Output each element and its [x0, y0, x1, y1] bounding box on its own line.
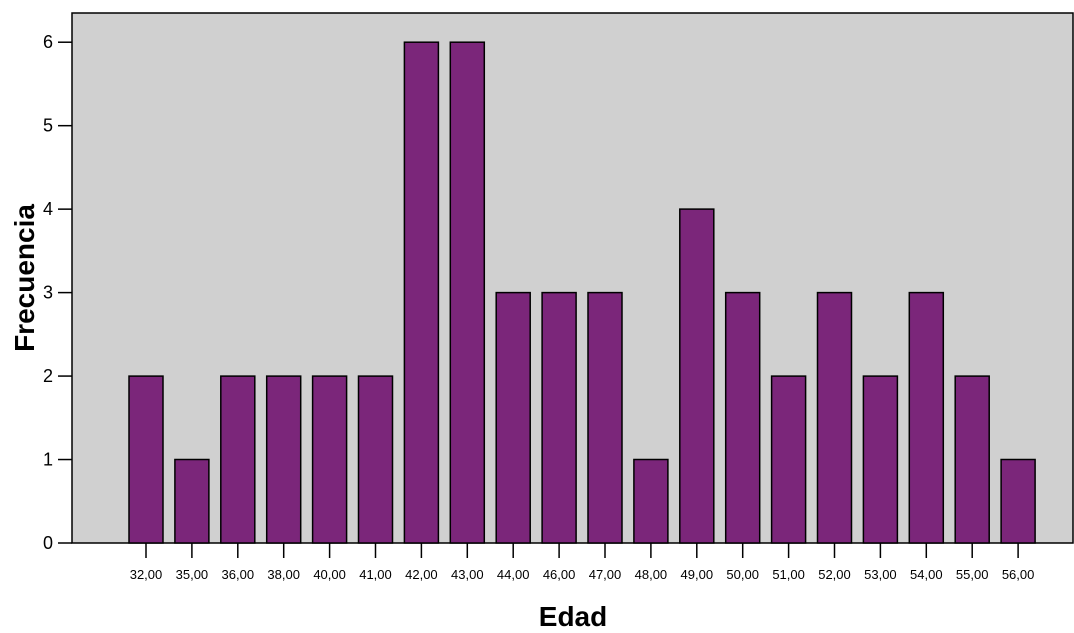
bar-32-00	[128, 375, 164, 544]
x-tick-label: 48,00	[635, 567, 668, 582]
bar-38-00	[265, 375, 302, 544]
x-tick-label: 35,00	[176, 567, 209, 582]
bar-54-00	[908, 291, 945, 544]
bar-56-00	[1000, 458, 1036, 544]
x-axis: 32,00 35,00 36,00 38,00 40,00 41,00 42,00 43,00…	[130, 543, 1035, 582]
bar-46-00	[541, 291, 577, 544]
y-tick-label: 4	[43, 199, 53, 219]
x-tick-label: 47,00	[589, 567, 622, 582]
bar-44-00	[495, 291, 531, 544]
y-tick-label: 5	[43, 116, 53, 136]
x-tick-label: 56,00	[1002, 567, 1035, 582]
x-axis-title: Edad	[539, 601, 607, 632]
bar-48-00	[633, 458, 669, 544]
bar-40-00	[311, 375, 348, 544]
bar-55-00	[954, 375, 990, 544]
x-tick-label: 54,00	[910, 567, 943, 582]
x-tick-label: 46,00	[543, 567, 576, 582]
x-tick-label: 42,00	[405, 567, 438, 582]
y-tick-label: 6	[43, 32, 53, 52]
x-tick-label: 36,00	[222, 567, 255, 582]
y-tick-label: 1	[43, 450, 53, 470]
y-tick-label: 0	[43, 533, 53, 553]
x-tick-label: 51,00	[772, 567, 805, 582]
bar-36-00	[220, 375, 256, 544]
y-tick-label: 3	[43, 283, 53, 303]
x-tick-label: 49,00	[681, 567, 714, 582]
y-axis-title: Frecuencia	[9, 204, 40, 352]
bar-51-00	[770, 375, 807, 544]
x-tick-label: 40,00	[313, 567, 346, 582]
x-tick-label: 38,00	[267, 567, 300, 582]
bar-35-00	[174, 458, 210, 544]
bar-49-00	[679, 208, 715, 544]
x-tick-label: 43,00	[451, 567, 484, 582]
x-tick-label: 44,00	[497, 567, 530, 582]
bar-47-00	[587, 291, 623, 544]
bar-52-00	[816, 291, 853, 544]
bar-43-00	[449, 41, 486, 544]
x-tick-label: 52,00	[818, 567, 851, 582]
bar-53-00	[862, 375, 899, 544]
bar-42-00	[403, 41, 440, 544]
bar-50-00	[724, 291, 761, 544]
bars-group	[128, 41, 1036, 544]
bar-41-00	[357, 375, 394, 544]
x-tick-label: 41,00	[359, 567, 392, 582]
x-tick-label: 50,00	[726, 567, 759, 582]
x-tick-label: 55,00	[956, 567, 989, 582]
y-axis: 0 1 2 3 4 5 6	[43, 32, 72, 553]
x-tick-label: 32,00	[130, 567, 163, 582]
x-tick-label: 53,00	[864, 567, 897, 582]
y-tick-label: 2	[43, 366, 53, 386]
